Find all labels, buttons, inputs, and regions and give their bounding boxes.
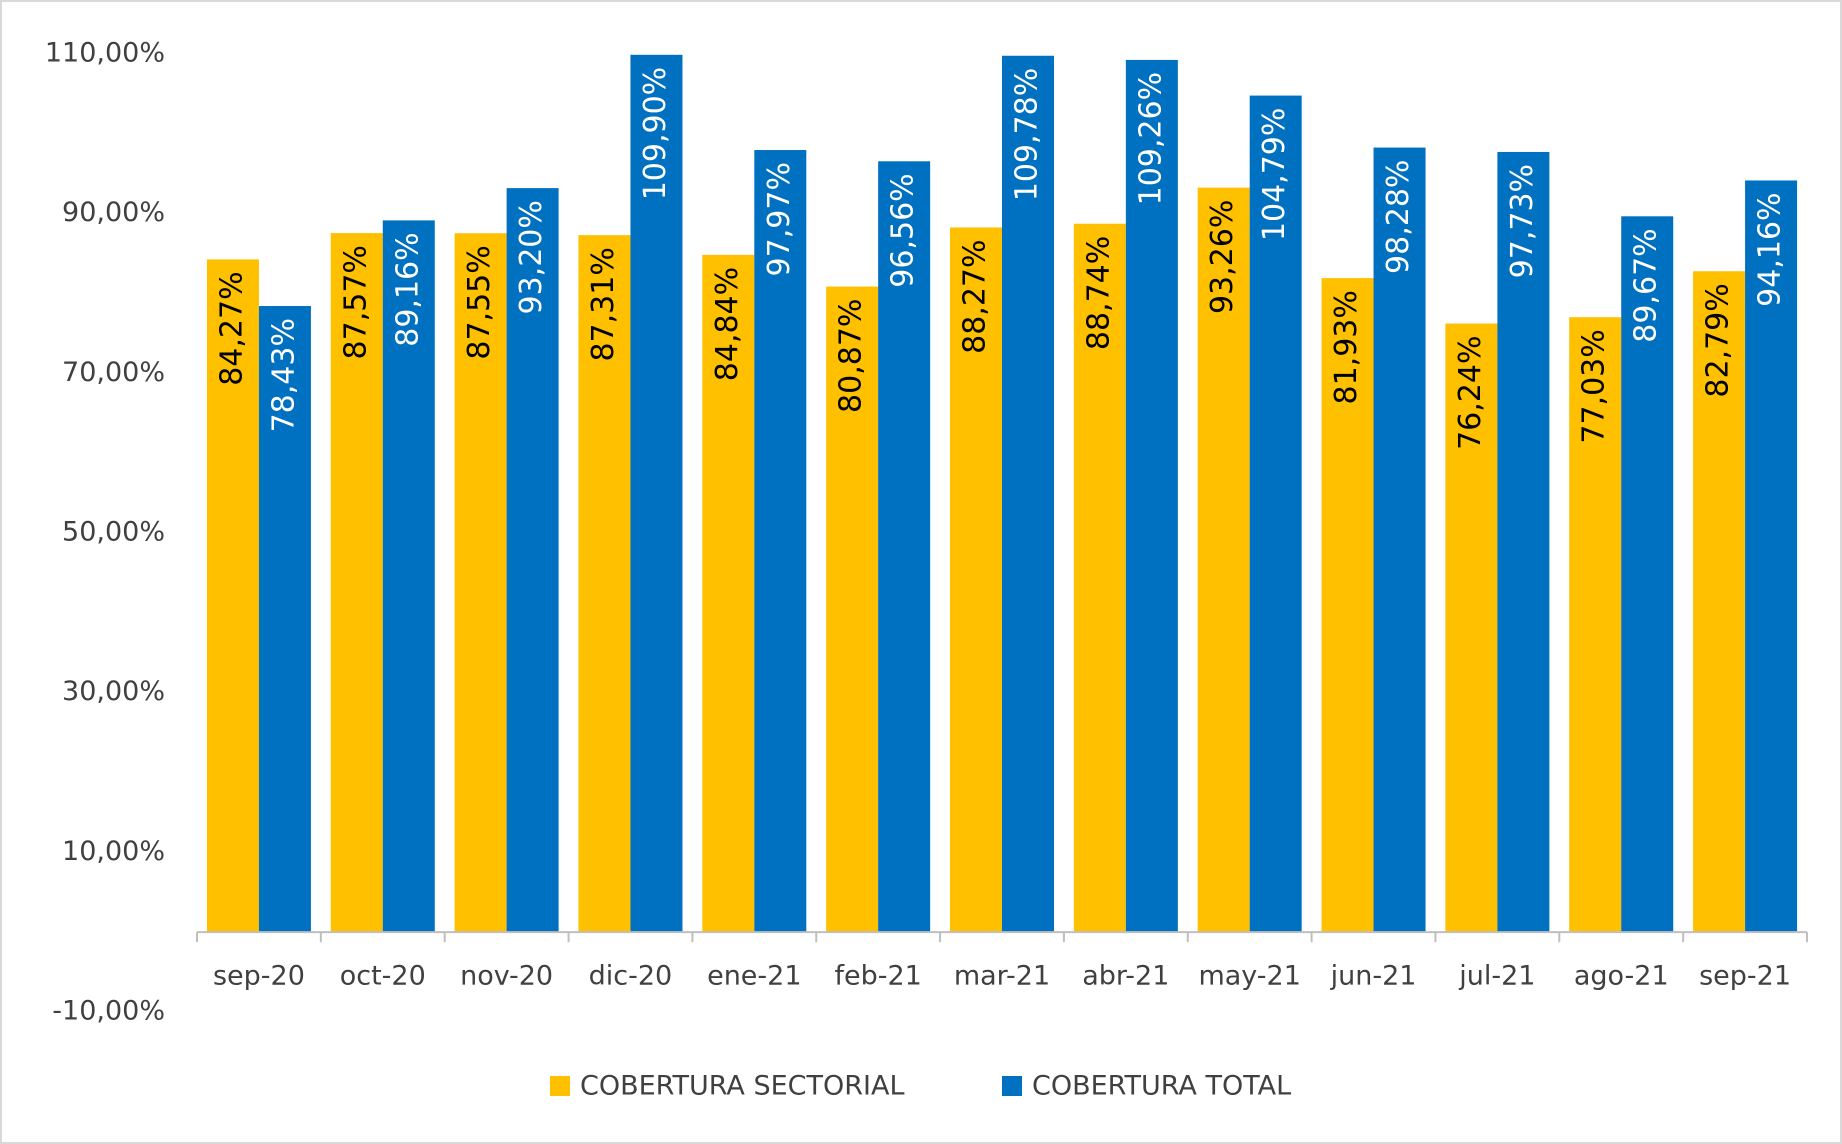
bar — [878, 161, 931, 933]
value-label: 96,56% — [886, 173, 921, 287]
value-label: 94,16% — [1753, 192, 1788, 306]
y-tick-label: -10,00% — [52, 996, 165, 1027]
value-label: 97,73% — [1505, 164, 1540, 278]
bar — [1197, 187, 1250, 933]
bar — [206, 259, 259, 933]
y-tick-label: 110,00% — [45, 38, 165, 69]
value-label: 81,93% — [1329, 290, 1364, 404]
bar — [330, 233, 383, 933]
bar — [454, 233, 507, 933]
legend-label: COBERTURA SECTORIAL — [580, 1071, 905, 1102]
x-tick-label: jul-21 — [1458, 961, 1535, 992]
x-tick-label: nov-20 — [460, 961, 553, 992]
y-tick-label: 90,00% — [62, 197, 165, 228]
value-label: 109,90% — [638, 67, 673, 200]
x-tick-label: ago-21 — [1574, 961, 1669, 992]
x-tick-label: feb-21 — [834, 961, 921, 992]
bar — [1373, 147, 1426, 933]
bar — [1621, 216, 1674, 933]
legend-label: COBERTURA TOTAL — [1032, 1071, 1291, 1102]
y-tick-label: 70,00% — [62, 357, 165, 388]
value-label: 88,27% — [958, 239, 993, 353]
value-label: 76,24% — [1453, 336, 1488, 450]
value-label: 98,28% — [1381, 160, 1416, 274]
bar — [1745, 180, 1798, 933]
x-tick-label: mar-21 — [954, 961, 1050, 992]
bar — [258, 306, 311, 933]
value-label: 87,55% — [462, 245, 497, 359]
y-tick-label: 30,00% — [62, 676, 165, 707]
value-label: 80,87% — [834, 299, 869, 413]
bar — [1249, 95, 1302, 933]
bar — [382, 220, 435, 933]
x-tick-label: may-21 — [1198, 961, 1300, 992]
bar — [754, 150, 807, 933]
x-tick-label: dic-20 — [589, 961, 673, 992]
value-label: 93,26% — [1205, 200, 1240, 314]
value-label: 104,79% — [1257, 108, 1292, 241]
bar — [702, 254, 755, 933]
x-tick-label: jun-21 — [1330, 961, 1417, 992]
bar — [1497, 151, 1550, 933]
bar — [1321, 278, 1374, 933]
legend-swatch — [1002, 1076, 1022, 1096]
x-tick-label: oct-20 — [340, 961, 426, 992]
value-label: 87,57% — [338, 245, 373, 359]
y-tick-label: 50,00% — [62, 517, 165, 548]
value-label: 88,74% — [1081, 236, 1116, 350]
value-label: 84,27% — [214, 271, 249, 385]
legend-swatch — [550, 1076, 570, 1096]
y-tick-label: 10,00% — [62, 836, 165, 867]
bar — [1002, 55, 1054, 933]
value-label: 93,20% — [514, 200, 549, 314]
bar — [1125, 59, 1178, 933]
bar — [578, 235, 631, 933]
bar — [826, 286, 879, 933]
bar — [1073, 223, 1126, 933]
bar — [950, 227, 1002, 933]
value-label: 89,16% — [390, 232, 425, 346]
value-label: 87,31% — [586, 247, 621, 361]
x-tick-label: ene-21 — [707, 961, 801, 992]
value-label: 109,78% — [1010, 68, 1045, 201]
x-tick-label: sep-20 — [213, 961, 305, 992]
bar — [1569, 317, 1622, 933]
value-label: 78,43% — [266, 318, 301, 432]
value-label: 109,26% — [1133, 72, 1168, 205]
bar — [506, 188, 559, 933]
value-label: 84,84% — [710, 267, 745, 381]
value-label: 89,67% — [1629, 228, 1664, 342]
x-tick-label: abr-21 — [1082, 961, 1169, 992]
x-tick-label: sep-21 — [1699, 961, 1791, 992]
bar — [630, 54, 683, 933]
value-label: 97,97% — [762, 162, 797, 276]
bar — [1445, 323, 1498, 933]
value-label: 77,03% — [1577, 329, 1612, 443]
bar — [1693, 271, 1746, 933]
value-label: 82,79% — [1701, 283, 1736, 397]
